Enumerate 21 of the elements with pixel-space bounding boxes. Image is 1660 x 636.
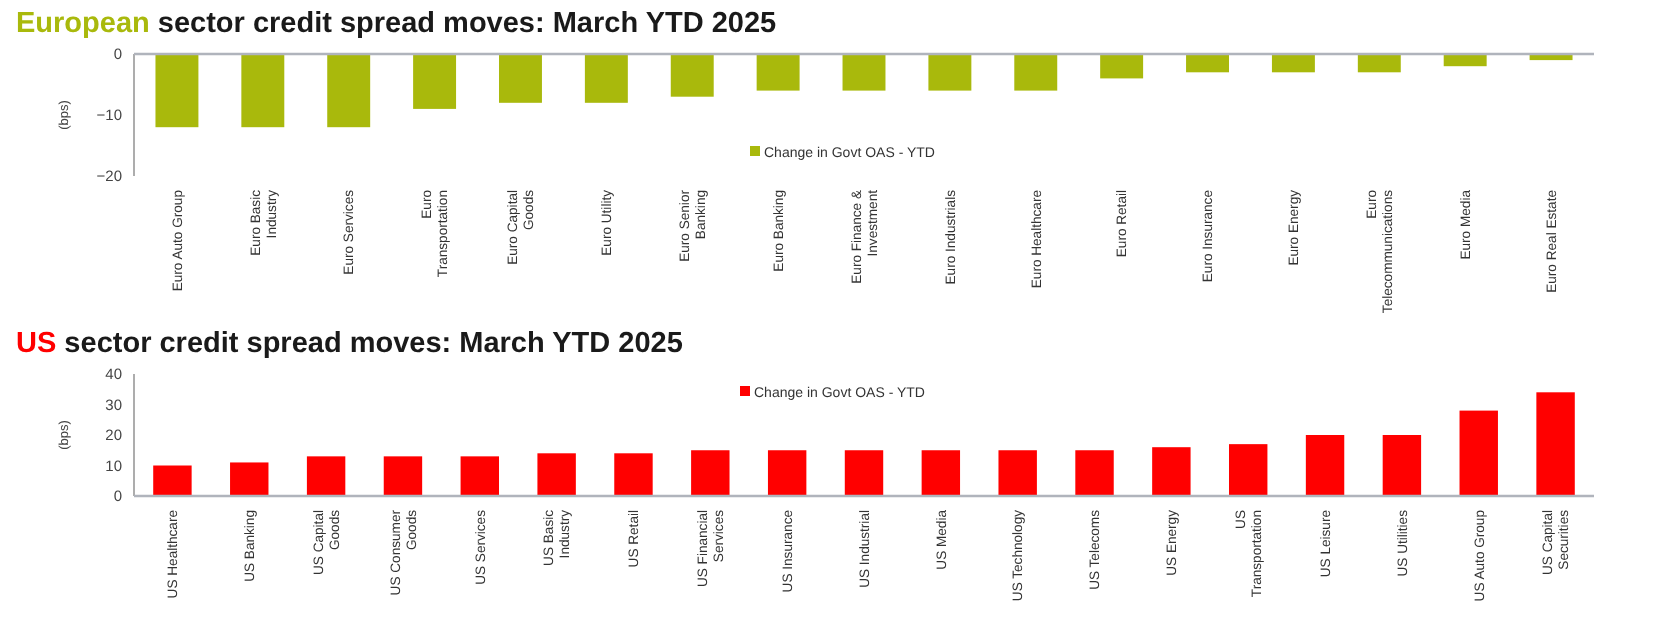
bar bbox=[691, 450, 730, 496]
bar bbox=[998, 450, 1037, 496]
bar bbox=[1382, 435, 1422, 496]
bar bbox=[306, 456, 346, 496]
bar bbox=[767, 450, 807, 496]
bar bbox=[1152, 447, 1191, 496]
chart-title: US sector credit spread moves: March YTD 2025 bbox=[16, 328, 683, 360]
bar bbox=[921, 450, 961, 496]
bar bbox=[1075, 450, 1114, 496]
chart-title: European sector credit spread moves: March YTD 2025 bbox=[16, 8, 777, 40]
bar bbox=[1229, 444, 1268, 496]
bar bbox=[537, 453, 576, 496]
bar bbox=[844, 450, 884, 496]
bar bbox=[153, 465, 192, 496]
bar bbox=[460, 456, 499, 496]
bar bbox=[383, 456, 423, 496]
bar bbox=[230, 462, 269, 496]
bar bbox=[614, 453, 653, 496]
bar bbox=[1459, 410, 1498, 496]
bar bbox=[1536, 392, 1575, 496]
bar bbox=[1305, 435, 1345, 496]
